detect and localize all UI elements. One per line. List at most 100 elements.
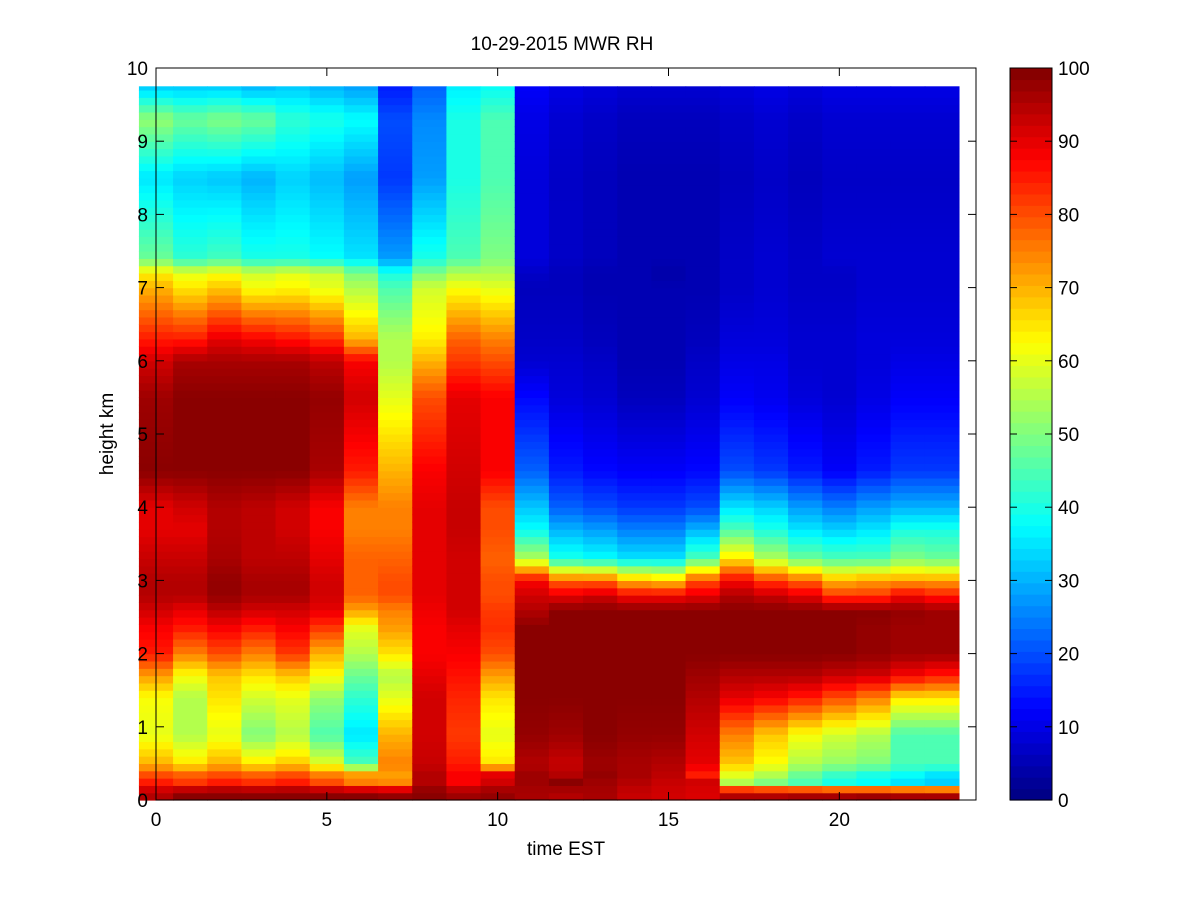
heatmap-cell xyxy=(309,390,345,398)
heatmap-cell xyxy=(173,690,208,699)
heatmap-cell xyxy=(583,638,618,647)
heatmap-cell xyxy=(378,412,413,420)
heatmap-cell xyxy=(719,360,755,369)
heatmap-cell xyxy=(343,499,379,508)
heatmap-cell xyxy=(309,624,345,633)
heatmap-cell xyxy=(480,558,516,567)
heatmap-cell xyxy=(378,148,413,157)
heatmap-cell xyxy=(685,163,721,172)
heatmap-cell xyxy=(924,668,960,677)
heatmap-cell xyxy=(651,119,687,128)
heatmap-cell xyxy=(753,441,789,450)
heatmap-cell xyxy=(343,617,379,625)
heatmap-cell xyxy=(343,756,379,764)
heatmap-cell xyxy=(514,675,550,684)
heatmap-cell xyxy=(514,316,550,325)
heatmap-cell xyxy=(378,126,413,135)
heatmap-cell xyxy=(890,280,926,289)
heatmap-cell xyxy=(856,419,892,428)
colorbar-swatch xyxy=(1010,411,1052,424)
heatmap-cell xyxy=(378,595,413,603)
heatmap-cell xyxy=(446,514,482,523)
heatmap-cell xyxy=(617,492,653,501)
heatmap-cell xyxy=(446,148,482,157)
heatmap-cell xyxy=(856,412,892,420)
heatmap-cell xyxy=(207,236,243,245)
heatmap-cell xyxy=(446,448,482,457)
heatmap-cell xyxy=(275,177,311,186)
heatmap-cell xyxy=(378,763,413,772)
heatmap-cell xyxy=(412,199,448,208)
heatmap-cell xyxy=(719,119,755,128)
heatmap-cell xyxy=(583,185,618,194)
heatmap-cell xyxy=(412,434,448,442)
heatmap-cell xyxy=(207,507,243,516)
heatmap-cell xyxy=(924,697,960,706)
heatmap-cell xyxy=(378,448,413,457)
heatmap-cell xyxy=(822,573,858,581)
heatmap-cell xyxy=(241,668,277,677)
heatmap-cell xyxy=(822,543,858,552)
colorbar-swatch xyxy=(1010,273,1052,286)
heatmap-cell xyxy=(788,126,823,135)
heatmap-cell xyxy=(309,448,345,457)
heatmap-cell xyxy=(309,287,345,296)
heatmap-cell xyxy=(446,251,482,259)
heatmap-cell xyxy=(378,514,413,523)
heatmap-cell xyxy=(685,726,721,735)
heatmap-cell xyxy=(343,470,379,479)
heatmap-cell xyxy=(343,697,379,706)
heatmap-cell xyxy=(924,214,960,223)
heatmap-cell xyxy=(446,170,482,179)
heatmap-cell xyxy=(446,638,482,647)
heatmap-cell xyxy=(173,785,208,794)
heatmap-cell xyxy=(207,155,243,164)
heatmap-cell xyxy=(343,785,379,794)
heatmap-cell xyxy=(412,543,448,552)
heatmap-cell xyxy=(617,324,653,333)
heatmap-cell xyxy=(890,558,926,567)
heatmap-cell xyxy=(241,485,277,494)
heatmap-cell xyxy=(788,697,823,706)
heatmap-cell xyxy=(685,441,721,450)
heatmap-cell xyxy=(412,163,448,172)
heatmap-cell xyxy=(241,251,277,259)
heatmap-cell xyxy=(480,529,516,538)
heatmap-cell xyxy=(173,258,208,267)
heatmap-cell xyxy=(856,748,892,757)
heatmap-cell xyxy=(241,353,277,362)
heatmap-cell xyxy=(378,551,413,560)
heatmap-cell xyxy=(651,368,687,377)
heatmap-cell xyxy=(412,412,448,420)
heatmap-cell xyxy=(753,97,789,106)
heatmap-cell xyxy=(480,785,516,794)
heatmap-cell xyxy=(924,133,960,142)
heatmap-cell xyxy=(685,265,721,274)
heatmap-cell xyxy=(890,514,926,523)
heatmap-cell xyxy=(480,390,516,398)
heatmap-cell xyxy=(480,382,516,391)
heatmap-cell xyxy=(719,485,755,494)
heatmap-cell xyxy=(514,251,550,259)
heatmap-cell xyxy=(822,126,858,135)
x-axis-label: time EST xyxy=(527,839,606,860)
heatmap-cell xyxy=(480,185,516,194)
heatmap-cell xyxy=(173,375,208,384)
colorbar-swatch xyxy=(1010,731,1052,744)
heatmap-cell xyxy=(685,338,721,347)
heatmap-cell xyxy=(309,375,345,384)
heatmap-cell xyxy=(890,521,926,530)
heatmap-cell xyxy=(173,719,208,728)
heatmap-cell xyxy=(480,448,516,457)
heatmap-cell xyxy=(753,331,789,340)
heatmap-cell xyxy=(343,280,379,289)
heatmap-cell xyxy=(719,631,755,640)
heatmap-cell xyxy=(241,704,277,713)
heatmap-cell xyxy=(651,353,687,362)
heatmap-cell xyxy=(651,426,687,435)
heatmap-cell xyxy=(207,294,243,303)
heatmap-cell xyxy=(480,419,516,428)
heatmap-cell xyxy=(446,309,482,318)
heatmap-cell xyxy=(378,258,413,267)
heatmap-cell xyxy=(378,792,413,801)
